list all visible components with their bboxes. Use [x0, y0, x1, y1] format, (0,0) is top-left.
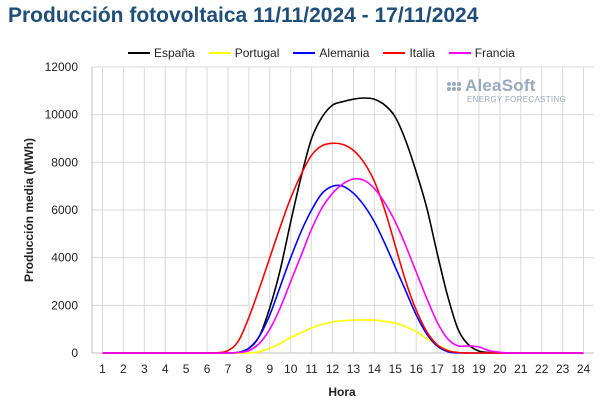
y-tick-label: 10000: [45, 108, 79, 122]
x-tick-label: 23: [556, 362, 570, 376]
x-tick-label: 2: [120, 362, 127, 376]
x-tick-label: 16: [410, 362, 424, 376]
legend-swatch-francia: [448, 52, 471, 54]
y-tick-label: 2000: [51, 298, 78, 312]
legend-swatch-alemania: [293, 52, 316, 54]
y-tick-label: 12000: [45, 60, 79, 74]
x-tick-label: 14: [368, 362, 382, 376]
x-tick-label: 24: [577, 362, 591, 376]
x-tick-label: 20: [493, 362, 507, 376]
x-tick-label: 19: [472, 362, 486, 376]
legend-swatch-italia: [383, 52, 406, 54]
y-tick-label: 0: [71, 346, 78, 360]
legend: España Portugal Alemania Italia Francia: [128, 46, 529, 60]
y-axis-label: Producción media (MWh): [22, 138, 36, 282]
logo-subtext: ENERGY FORECASTING: [467, 95, 567, 104]
x-tick-label: 7: [225, 362, 232, 376]
x-tick-label: 8: [246, 362, 253, 376]
legend-item-portugal: Portugal: [208, 46, 280, 60]
x-tick-label: 5: [183, 362, 190, 376]
legend-item-espana: España: [128, 46, 195, 60]
series-line-portugal: [102, 319, 584, 354]
legend-swatch-portugal: [208, 52, 231, 54]
x-tick-label: 21: [514, 362, 528, 376]
chart-title: Producción fotovoltaica 11/11/2024 - 17/…: [8, 4, 479, 27]
x-tick-label: 3: [141, 362, 148, 376]
x-tick-label: 17: [430, 362, 444, 376]
legend-label-italia: Italia: [409, 46, 435, 60]
x-tick-label: 6: [204, 362, 211, 376]
x-tick-label: 12: [326, 362, 340, 376]
x-tick-label: 4: [162, 362, 169, 376]
x-axis-label: Hora: [328, 385, 356, 399]
x-tick-label: 1: [99, 362, 106, 376]
logo-dots-icon: [447, 81, 461, 91]
x-tick-label: 18: [451, 362, 465, 376]
x-tick-label: 22: [535, 362, 549, 376]
legend-label-espana: España: [154, 46, 195, 60]
legend-swatch-espana: [128, 52, 150, 54]
x-tick-label: 11: [305, 362, 318, 376]
aleasoft-logo: AleaSoft ENERGY FORECASTING: [447, 76, 566, 104]
series-lines: [102, 97, 584, 354]
legend-label-portugal: Portugal: [234, 46, 280, 60]
series-line-espana: [102, 97, 584, 354]
legend-item-italia: Italia: [383, 46, 435, 60]
y-tick-label: 4000: [51, 251, 78, 265]
y-tick-label: 6000: [51, 203, 78, 217]
x-tick-label: 15: [389, 362, 403, 376]
legend-item-francia: Francia: [448, 46, 515, 60]
legend-label-alemania: Alemania: [319, 46, 370, 60]
x-tick-label: 9: [266, 362, 273, 376]
legend-label-francia: Francia: [474, 46, 515, 60]
series-line-francia: [102, 177, 584, 354]
x-tick-label: 10: [284, 362, 298, 376]
grid-lines: [92, 66, 594, 354]
logo-text: AleaSoft: [465, 76, 536, 95]
legend-item-alemania: Alemania: [293, 46, 369, 60]
x-tick-label: 13: [347, 362, 361, 376]
y-tick-label: 8000: [51, 155, 78, 169]
